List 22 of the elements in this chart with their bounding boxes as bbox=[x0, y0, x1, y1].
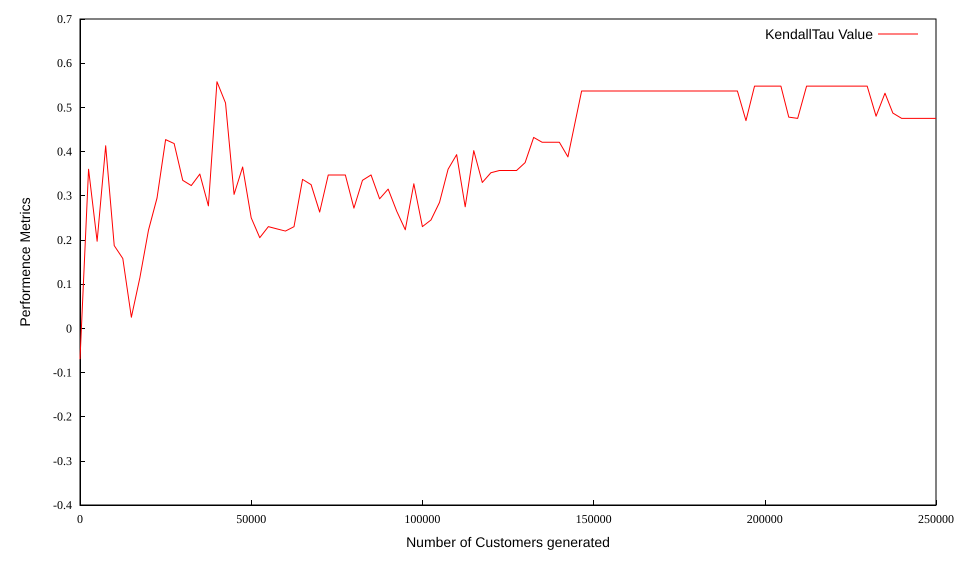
y-tick-label: -0.1 bbox=[53, 365, 72, 380]
y-tick-label: 0.2 bbox=[57, 232, 72, 247]
y-tick-label: 0.5 bbox=[57, 100, 72, 114]
x-axis-title: Number of Customers generated bbox=[406, 534, 610, 550]
y-axis-title: Performence Metrics bbox=[17, 197, 33, 327]
x-tick-label: 0 bbox=[77, 512, 83, 526]
x-tick-label: 50000 bbox=[236, 512, 266, 526]
y-tick-label: 0.3 bbox=[57, 188, 72, 203]
y-tick-label: 0 bbox=[66, 321, 72, 336]
legend-label: KendallTau Value bbox=[765, 26, 874, 42]
x-tick-label: 100000 bbox=[404, 512, 440, 526]
x-tick-label: 200000 bbox=[746, 512, 783, 526]
y-tick-label: 0.6 bbox=[57, 56, 72, 70]
x-tick-label: 150000 bbox=[576, 512, 612, 526]
line-series bbox=[80, 81, 936, 360]
y-tick-label: 0.4 bbox=[57, 144, 72, 159]
y-tick-label: 0.1 bbox=[57, 277, 72, 292]
y-tick-label: 0.7 bbox=[57, 12, 72, 26]
x-tick-label: 250000 bbox=[918, 512, 954, 526]
y-tick-label: -0.3 bbox=[53, 454, 72, 468]
y-tick-label: -0.2 bbox=[53, 410, 72, 424]
y-tick-label: -0.4 bbox=[53, 498, 72, 512]
